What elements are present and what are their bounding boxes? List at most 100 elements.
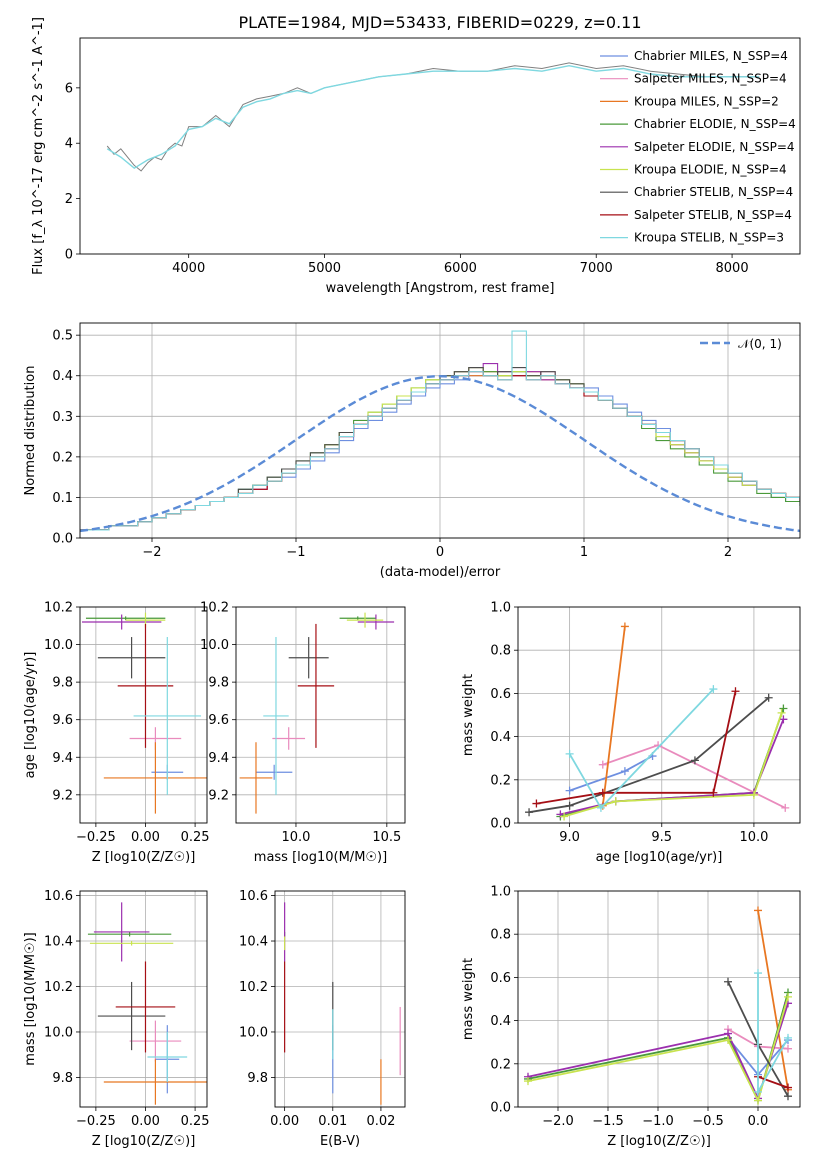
weight-series xyxy=(527,996,789,1103)
weight-marker xyxy=(525,808,534,817)
y-tick-label: 10.4 xyxy=(239,935,268,950)
x-tick-label: −1.0 xyxy=(642,1114,674,1129)
weight-series xyxy=(528,697,770,814)
x-tick-label: 0.0 xyxy=(748,1114,769,1129)
x-axis-label: mass [log10(M/M☉)] xyxy=(254,850,387,865)
plot-area xyxy=(284,902,401,1105)
weight-marker xyxy=(784,992,792,1001)
y-tick-label: 10.4 xyxy=(44,935,73,950)
y-tick-label: 0.0 xyxy=(490,1101,511,1116)
y-tick-label: 10.2 xyxy=(44,980,73,995)
weight-marker xyxy=(560,812,569,821)
weight-marker xyxy=(784,1044,792,1053)
weight-marker xyxy=(781,803,790,812)
weight-marker xyxy=(754,1096,762,1105)
weight-series xyxy=(563,712,783,818)
histogram-series xyxy=(80,330,800,531)
histogram-series xyxy=(80,367,800,531)
plot-area xyxy=(106,62,760,172)
weight-marker xyxy=(565,786,574,795)
y-tick-label: 10.0 xyxy=(200,638,229,653)
panel-z_vs_age: −0.25 0.00 0.25 9.2 9.4 9.6 9.8 10.0 10.2 Z [log1… xyxy=(23,601,210,866)
weight-series xyxy=(757,1075,789,1089)
weight-marker xyxy=(779,704,788,713)
y-tick-label: 9.2 xyxy=(208,788,229,803)
weight-series xyxy=(757,973,789,1096)
weight-marker xyxy=(724,1036,732,1045)
histogram-series xyxy=(80,371,800,531)
x-axis-label: wavelength [Angstrom, rest frame] xyxy=(326,281,555,296)
y-tick-label: 9.8 xyxy=(52,1071,73,1086)
y-tick-label: 9.2 xyxy=(52,788,73,803)
weight-series xyxy=(568,688,715,810)
x-tick-label: 0.25 xyxy=(181,1114,210,1129)
y-tick-label: 9.8 xyxy=(247,1071,268,1086)
y-tick-label: 0.5 xyxy=(52,329,73,344)
y-axis-label: Flux [f_λ 10^-17 erg cm^-2 s^-1 A^-1] xyxy=(31,17,46,275)
histogram-series xyxy=(80,367,800,531)
y-tick-label: 10.0 xyxy=(44,638,73,653)
y-tick-label: 0.1 xyxy=(52,491,73,506)
weight-marker xyxy=(724,977,732,986)
x-tick-label: 0.02 xyxy=(366,1114,395,1129)
panel-spectrum: 4000 5000 6000 7000 8000 0 2 4 6 wavelength [Angs… xyxy=(31,17,801,296)
y-tick-label: 0.2 xyxy=(490,1057,511,1072)
weight-series xyxy=(601,626,626,806)
weight-marker xyxy=(784,1033,792,1042)
x-axis-label: Z [log10(Z/Z☉)] xyxy=(92,850,196,865)
x-tick-label: 8000 xyxy=(716,261,749,276)
y-tick-label: 0.2 xyxy=(52,450,73,465)
x-tick-label: 10.0 xyxy=(281,830,310,845)
histogram-series xyxy=(80,363,800,531)
weight-marker xyxy=(598,760,607,769)
weight-marker xyxy=(620,622,629,631)
legend: Chabrier MILES, N_SSP=4 Salpeter MILES, N… xyxy=(600,49,796,245)
weight-marker xyxy=(777,708,786,717)
weight-series xyxy=(757,910,789,1090)
weight-series xyxy=(536,691,737,805)
weight-marker xyxy=(731,687,740,696)
figure-title: PLATE=1984, MJD=53433, FIBERID=0229, z=0… xyxy=(238,13,641,32)
y-tick-label: 0.0 xyxy=(52,532,73,547)
x-tick-label: 10.5 xyxy=(372,830,401,845)
y-tick-label: 10.2 xyxy=(44,601,73,616)
legend-label: Kroupa STELIB, N_SSP=3 xyxy=(634,231,784,245)
plot-area xyxy=(525,622,790,821)
y-tick-label: 0.3 xyxy=(52,410,73,425)
x-tick-label: −1 xyxy=(286,545,305,560)
y-tick-label: 10.0 xyxy=(44,1025,73,1040)
y-tick-label: 0 xyxy=(65,248,73,263)
x-axis-label: Z [log10(Z/Z☉)] xyxy=(607,1134,711,1149)
legend: 𝒩(0, 1) xyxy=(700,337,782,351)
y-tick-label: 0.4 xyxy=(490,730,511,745)
y-tick-label: 9.6 xyxy=(52,713,73,728)
panel-mass_vs_age: 10.0 10.5 9.2 9.4 9.6 9.8 10.0 10.2 mass [log10(… xyxy=(200,601,406,865)
x-tick-label: −1.5 xyxy=(592,1114,624,1129)
weight-marker xyxy=(611,797,620,806)
weight-marker xyxy=(779,715,788,724)
y-tick-label: 1.0 xyxy=(490,885,511,900)
histogram-series xyxy=(80,367,800,531)
weight-marker xyxy=(596,803,605,812)
x-tick-label: −0.25 xyxy=(76,1114,116,1129)
y-tick-label: 10.2 xyxy=(200,601,229,616)
y-tick-label: 9.8 xyxy=(52,676,73,691)
weight-marker xyxy=(784,1092,792,1101)
weight-marker xyxy=(690,756,699,765)
x-tick-label: 0.25 xyxy=(181,830,210,845)
legend-label: Chabrier STELIB, N_SSP=4 xyxy=(634,185,793,199)
model-spectrum xyxy=(106,64,760,170)
y-axis-label: age [log10(age/yr)] xyxy=(23,652,38,779)
axes-frame xyxy=(79,322,801,539)
axes-frame xyxy=(79,890,208,1108)
legend-label: Kroupa MILES, N_SSP=2 xyxy=(634,94,779,108)
x-tick-label: 10.0 xyxy=(739,830,768,845)
y-tick-label: 0.4 xyxy=(52,369,73,384)
y-tick-label: 9.6 xyxy=(208,713,229,728)
y-tick-label: 0.4 xyxy=(490,1014,511,1029)
x-tick-label: −0.25 xyxy=(76,830,116,845)
weight-marker xyxy=(754,1087,762,1096)
y-tick-label: 10.2 xyxy=(239,980,268,995)
weight-marker xyxy=(754,969,762,978)
